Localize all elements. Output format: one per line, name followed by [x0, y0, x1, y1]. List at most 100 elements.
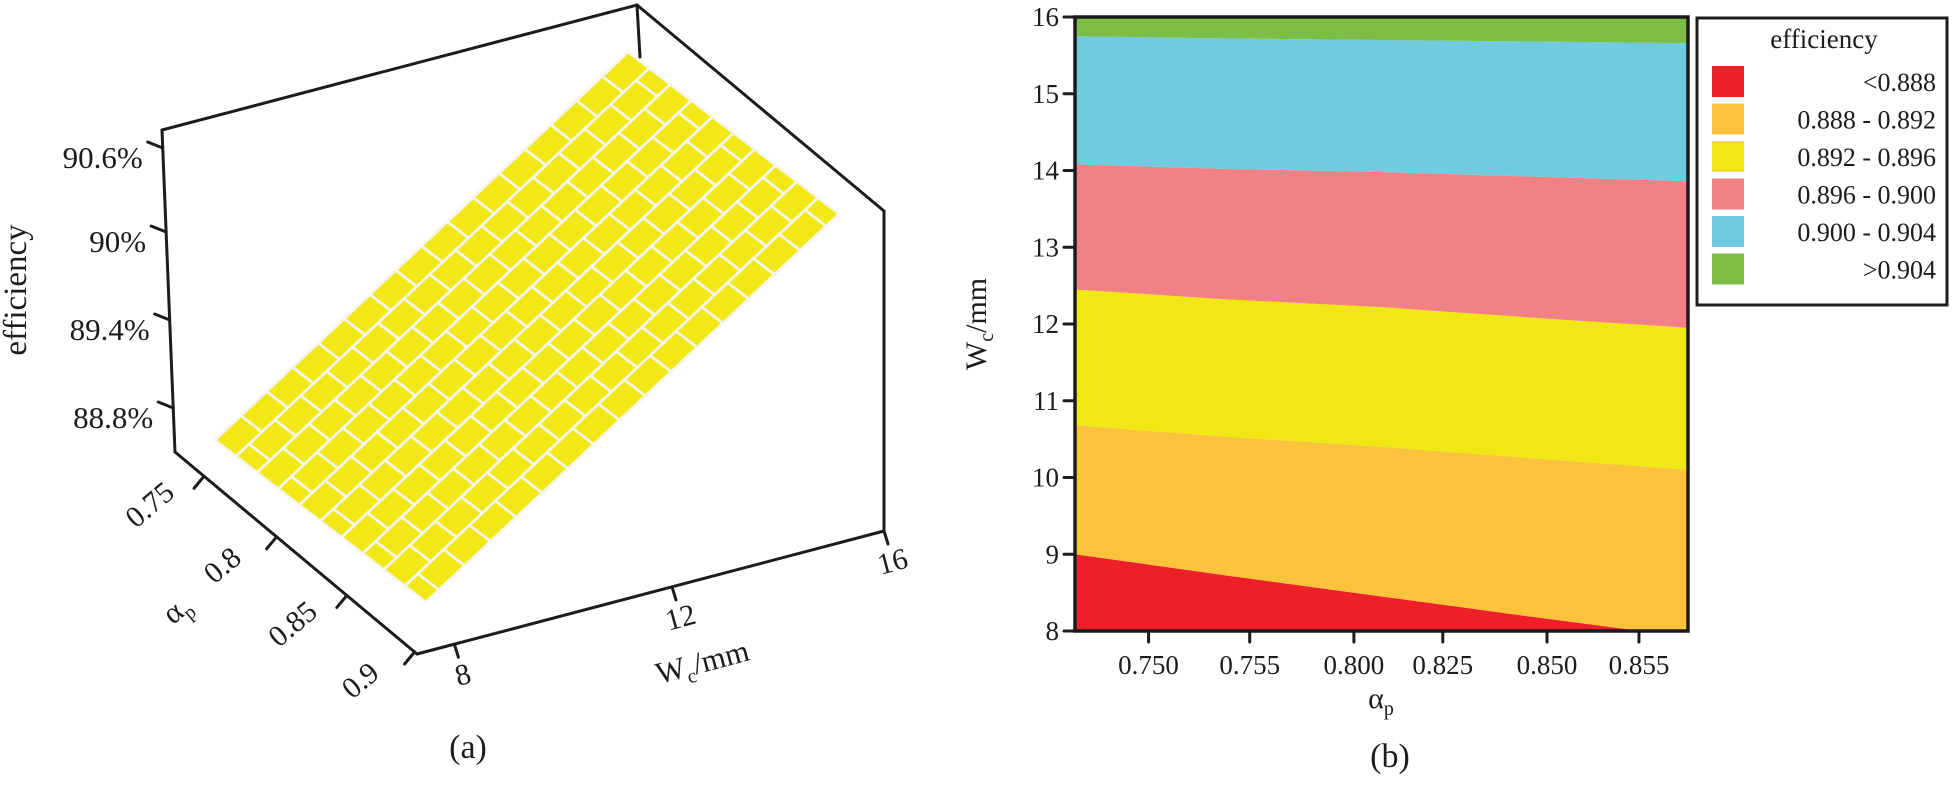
mesh-line-cross — [651, 135, 676, 155]
mesh-line-cross — [709, 224, 734, 244]
mesh-line-cross — [454, 248, 479, 268]
mesh-line-cross — [574, 99, 599, 119]
mesh-line-cross — [239, 414, 264, 434]
mesh-line-cross — [497, 171, 522, 191]
mesh-line-cross — [520, 366, 545, 386]
mesh-line-cross — [622, 378, 647, 398]
legend-title: efficiency — [1770, 24, 1878, 54]
mesh-line-cross — [323, 479, 348, 499]
frame-edge — [160, 128, 177, 454]
mesh-line-cross — [488, 252, 513, 272]
mesh-line-cross — [479, 224, 504, 244]
mesh-line-cross — [485, 471, 510, 491]
legend-swatch — [1712, 103, 1744, 135]
mesh-line-cross — [803, 208, 828, 228]
mesh-line-cross — [471, 196, 496, 216]
contour-band — [1075, 554, 1641, 631]
panel-a-caption: (a) — [449, 729, 487, 766]
mesh-line-cross — [580, 345, 605, 365]
mesh-line-cross — [409, 434, 434, 454]
mesh-line-cross — [383, 458, 408, 478]
mesh-line-cross — [410, 325, 435, 345]
mesh-line-cross — [565, 179, 590, 200]
legend-label: 0.892 - 0.896 — [1797, 143, 1936, 172]
mesh-line-cross — [435, 410, 460, 430]
mesh-line-cross — [495, 390, 519, 410]
mesh-line-cross — [341, 426, 366, 446]
x-axis: 0.750 0.755 0.800 0.825 0.850 0.855 αp — [1118, 629, 1669, 720]
mesh-line-cross — [417, 463, 442, 483]
mesh-line-cross — [557, 151, 582, 171]
mesh-line-cross — [401, 406, 426, 426]
mesh-line-cross — [735, 200, 760, 220]
mesh-line-cross — [777, 232, 802, 252]
mesh-line-cross — [617, 131, 642, 151]
mesh-line-cross — [420, 244, 445, 264]
mesh-line-cross — [504, 309, 529, 329]
mesh-line-cross — [674, 329, 699, 349]
mesh-line-cross — [743, 228, 768, 248]
mesh-line-cross — [366, 511, 390, 531]
mesh-line-cross — [374, 539, 399, 559]
mesh-line-cross — [648, 354, 673, 374]
mesh-line-cross — [641, 216, 666, 236]
mesh-line-cross — [529, 394, 553, 414]
mesh-line-cross — [394, 268, 419, 288]
mesh-line-cross — [443, 438, 468, 458]
mesh-line-cross — [761, 176, 786, 196]
mesh-line-cross — [332, 507, 356, 527]
mesh-line-cross — [434, 519, 458, 539]
mesh-line-cross — [512, 337, 537, 357]
mesh-line-cross — [549, 123, 574, 143]
mesh-line-cross — [590, 264, 615, 284]
alpha-tick — [192, 474, 206, 490]
mesh-line-cross — [289, 475, 314, 495]
y-tick-label: 9 — [1046, 539, 1060, 569]
alpha-tick — [403, 650, 417, 666]
mesh-line-cross — [634, 78, 659, 98]
mesh-line-cross — [408, 543, 433, 563]
legend-label: 0.900 - 0.904 — [1797, 218, 1936, 247]
mesh-line-cross — [667, 192, 692, 212]
mesh-line-cross — [649, 244, 674, 264]
mesh-line-cross — [425, 491, 450, 511]
mesh-line-cross — [402, 297, 427, 317]
mesh-line-cross — [632, 297, 657, 317]
z-tick — [146, 140, 165, 150]
mesh-line-cross — [316, 341, 341, 361]
legend-label: <0.888 — [1863, 68, 1936, 97]
z-tick-label: 88.8% — [73, 400, 153, 435]
mesh-line-cross — [675, 220, 700, 240]
z-tick-label: 90% — [89, 224, 146, 259]
frame-edge — [160, 3, 639, 132]
mesh-line-cross — [614, 349, 639, 369]
mesh-line-cross — [503, 418, 528, 438]
contour-band — [1075, 164, 1688, 328]
mesh-line-cross — [692, 277, 717, 297]
z-axis: 88.8% 89.4% 90% 90.6% efficiency — [0, 140, 175, 435]
legend-swatch — [1712, 141, 1744, 172]
mesh-line-cross — [445, 220, 470, 240]
frame-edge — [635, 3, 642, 59]
mesh-line-cross — [564, 289, 589, 309]
mesh-line-cross — [436, 301, 461, 321]
frame-edge — [173, 450, 419, 656]
mesh-line-cross — [597, 402, 621, 422]
mesh-line-cross — [547, 232, 572, 252]
mesh-line-cross — [511, 446, 536, 466]
mesh-line-cross — [359, 373, 383, 394]
x-tick-label: 0.800 — [1324, 650, 1385, 680]
mesh-line-cross — [556, 260, 581, 280]
mesh-line-cross — [375, 430, 400, 450]
z-tick-label: 89.4% — [70, 312, 150, 347]
mesh-line-cross — [519, 475, 544, 495]
mesh-line-cross — [531, 175, 556, 195]
mesh-line-cross — [368, 293, 393, 313]
contour-bands — [1075, 17, 1688, 631]
contour-band — [1075, 289, 1688, 470]
mesh-line-cross — [607, 212, 632, 232]
mesh-line-cross — [486, 361, 511, 381]
z-tick — [153, 312, 172, 322]
mesh-line-cross — [477, 442, 502, 462]
